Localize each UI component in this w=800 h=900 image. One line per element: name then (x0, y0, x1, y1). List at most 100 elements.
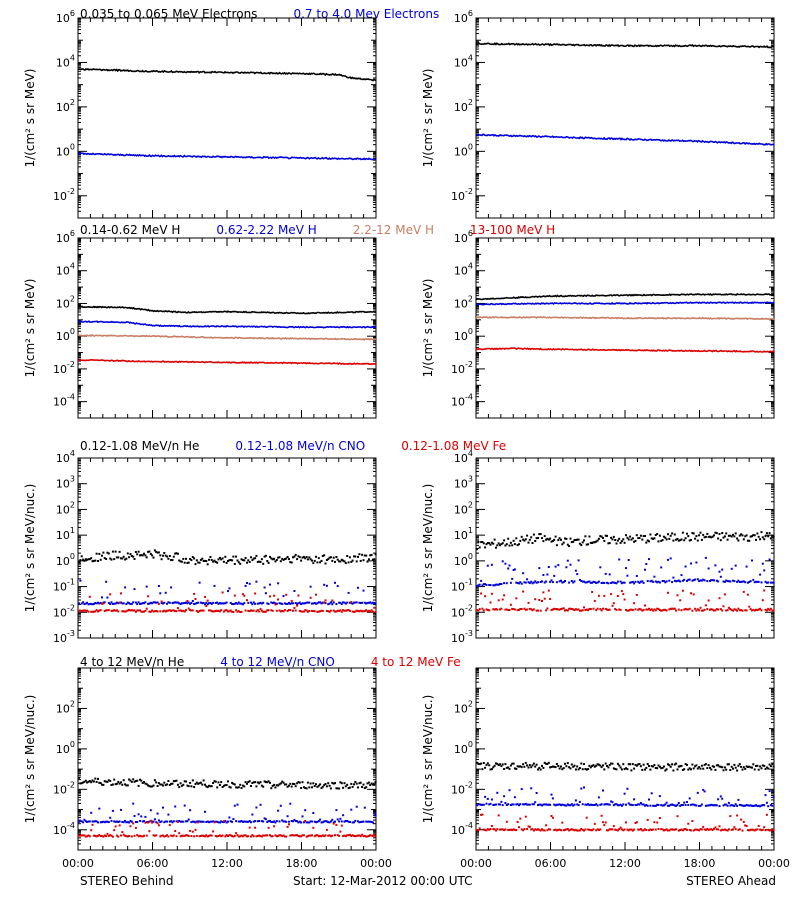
series-point (175, 552, 178, 555)
series-point (187, 818, 190, 821)
series-point (532, 803, 535, 806)
series-point (358, 601, 361, 604)
series-point (515, 768, 518, 770)
series-point (625, 767, 627, 770)
series-point (80, 602, 83, 605)
series-point (236, 803, 239, 806)
series-point (371, 558, 374, 561)
series-point (507, 803, 510, 806)
series-point (619, 766, 622, 769)
series-point (573, 829, 576, 832)
series-point (95, 609, 98, 612)
series-point (515, 537, 518, 540)
series-point (178, 832, 181, 835)
series-point (175, 601, 178, 604)
series-point (311, 602, 313, 605)
series-point (658, 534, 661, 537)
series-point (144, 782, 147, 785)
series-point (152, 601, 155, 604)
series-point (260, 602, 263, 605)
series-point (531, 764, 534, 767)
series-point (715, 532, 718, 535)
series-point (698, 534, 701, 537)
series-point (323, 820, 326, 823)
series-point (170, 559, 173, 561)
series-point (519, 581, 522, 584)
series-point (508, 829, 511, 831)
series-1 (475, 42, 775, 49)
series-point (634, 539, 637, 542)
series-point (711, 535, 714, 538)
series-point (587, 803, 590, 806)
series-point (302, 786, 305, 789)
series-point (313, 820, 316, 823)
series-point (362, 589, 365, 592)
series-point (646, 818, 649, 821)
series-point (541, 537, 543, 540)
series-point (492, 804, 495, 806)
series-point (357, 834, 359, 837)
series-point (564, 609, 566, 612)
series-point (618, 764, 621, 767)
series-point (488, 803, 491, 806)
series-point (649, 533, 652, 536)
series-point (208, 821, 210, 824)
series-point (319, 834, 322, 837)
series-point (755, 828, 757, 831)
series-point (608, 764, 611, 766)
series-point (323, 583, 326, 586)
series-point (476, 585, 478, 588)
series-point (157, 824, 160, 827)
series-point (645, 804, 648, 806)
series-point (285, 593, 288, 596)
series-point (698, 805, 701, 807)
series-point (545, 609, 548, 612)
y-axis-label: 1/(cm² s sr MeV/nuc.) (421, 695, 435, 824)
series-point (627, 559, 630, 561)
series-point (354, 780, 357, 783)
series-point (587, 580, 590, 583)
series-point (267, 820, 270, 823)
series-point (309, 820, 312, 823)
series-point (584, 768, 587, 770)
series-point (501, 763, 504, 766)
series-point (199, 820, 202, 823)
series-point (190, 785, 193, 788)
series-point (198, 835, 201, 838)
series-point (143, 781, 145, 784)
series-point (565, 765, 568, 768)
series-point (332, 556, 335, 559)
series-point (696, 767, 699, 770)
series-point (258, 782, 261, 785)
series-point (596, 804, 599, 807)
series-point (178, 609, 181, 612)
series-point (772, 796, 775, 799)
series-point (83, 609, 86, 612)
series-point (278, 556, 281, 559)
series-point (511, 577, 514, 580)
series-point (205, 821, 208, 823)
series-point (577, 829, 580, 832)
series-point (524, 608, 527, 611)
series-point (186, 602, 189, 605)
series-point (495, 583, 497, 586)
series-point (538, 533, 541, 536)
series-point (348, 601, 351, 604)
series-point (745, 565, 748, 568)
series-point (637, 608, 640, 611)
plot-frame (475, 237, 775, 419)
series-point (746, 581, 749, 584)
series-point (486, 828, 489, 831)
series-point (771, 804, 774, 807)
series-point (300, 559, 303, 562)
series-point (611, 604, 614, 607)
series-point (683, 801, 686, 804)
series-point (691, 803, 694, 806)
series-point (324, 820, 327, 823)
series-point (622, 581, 625, 584)
series-point (311, 820, 313, 823)
series-point (541, 764, 543, 767)
series-point (300, 821, 303, 824)
series-point (679, 539, 682, 542)
